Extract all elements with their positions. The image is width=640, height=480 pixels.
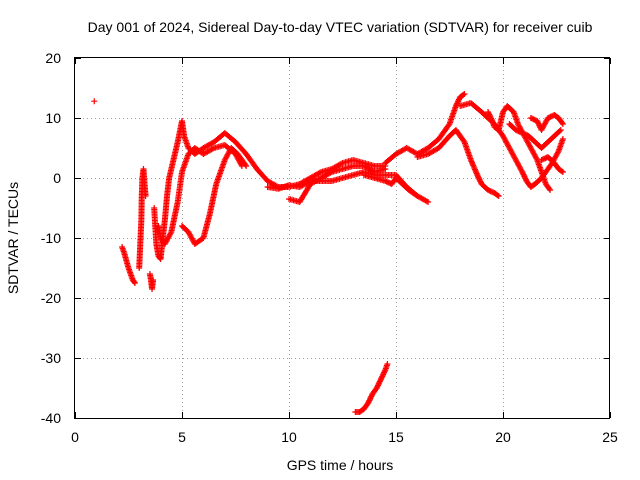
y-tick-label: -40: [41, 410, 61, 426]
data-point: [494, 192, 501, 199]
y-tick-label: -20: [41, 290, 61, 306]
data-point: [384, 361, 391, 367]
data-point: [327, 169, 334, 176]
data-point: [142, 193, 149, 199]
data-point: [425, 199, 432, 205]
data-point: [558, 168, 565, 175]
data-point: [559, 136, 566, 142]
x-axis-label: GPS time / hours: [287, 457, 394, 473]
data-point: [243, 163, 250, 169]
data-point: [316, 169, 323, 176]
data-point: [338, 160, 345, 167]
data-point: [242, 161, 249, 168]
data-point: [461, 91, 468, 97]
data-point: [413, 192, 420, 199]
chart-title: Day 001 of 2024, Sidereal Day-to-day VTE…: [88, 19, 593, 35]
data-point: [167, 230, 174, 237]
x-tick-labels: 0 5 10 15 20 25: [71, 429, 618, 445]
data-point: [554, 149, 561, 156]
axis-ticks: [75, 58, 611, 419]
data-point: [547, 187, 554, 193]
x-tick-label: 0: [71, 429, 79, 445]
data-point: [414, 193, 421, 199]
x-tick-label: 25: [602, 429, 618, 445]
data-point: [209, 145, 216, 152]
data-point: [556, 128, 563, 134]
x-tick-label: 15: [388, 429, 404, 445]
data-point: [559, 119, 566, 126]
data-point: [559, 169, 566, 175]
y-tick-label: 0: [53, 170, 61, 186]
data-point: [488, 116, 495, 123]
data-point: [131, 279, 138, 285]
data-point: [381, 368, 388, 375]
data-point: [150, 277, 157, 283]
y-tick-label: -30: [41, 350, 61, 366]
data-point: [382, 166, 389, 172]
x-tick-label: 5: [178, 429, 186, 445]
x-tick-label: 10: [281, 429, 297, 445]
data-point: [533, 155, 540, 162]
data-point: [460, 137, 467, 144]
data-point: [518, 167, 525, 174]
x-tick-label: 20: [495, 429, 511, 445]
data-point: [460, 91, 467, 98]
y-axis-label: SDTVAR / TECUs: [5, 182, 21, 294]
y-tick-label: 10: [45, 110, 61, 126]
data-point: [546, 185, 553, 192]
data-point: [495, 193, 502, 199]
data-points: [91, 91, 566, 415]
data-point: [557, 127, 564, 133]
y-tick-label: 20: [45, 50, 61, 66]
data-point: [91, 98, 98, 105]
y-tick-labels: -40 -30 -20 -10 0 10 20: [41, 50, 61, 426]
data-point: [131, 280, 138, 286]
y-tick-label: -10: [41, 230, 61, 246]
data-point: [559, 121, 566, 127]
data-point: [423, 198, 430, 205]
